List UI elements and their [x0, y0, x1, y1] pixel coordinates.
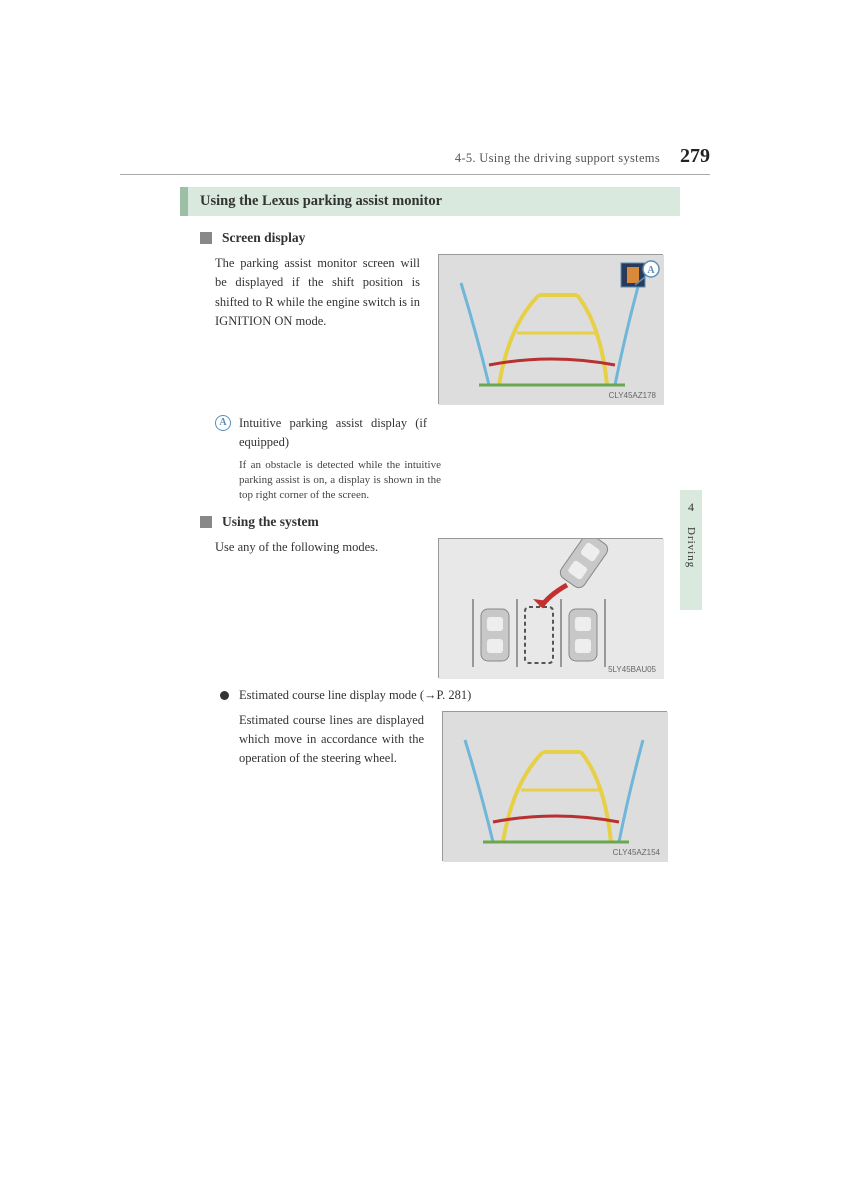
chapter-number: 4 — [680, 490, 702, 515]
page-number: 279 — [680, 145, 710, 168]
callout-marker-icon: A — [215, 415, 231, 431]
paragraph-estimated-course: Estimated course lines are displayed whi… — [239, 711, 424, 861]
page-content: 4-5. Using the driving support systems 2… — [120, 145, 710, 871]
row-screen-display: The parking assist monitor screen will b… — [215, 254, 710, 404]
subheading-text: Screen display — [222, 230, 305, 246]
figure-code: 5LY45BAU05 — [608, 665, 656, 674]
parking-lines-svg-2 — [443, 712, 668, 862]
bullet-dot-icon — [220, 691, 229, 700]
callout-note: If an obstacle is detected while the int… — [239, 458, 441, 504]
svg-text:A: A — [647, 265, 655, 276]
running-header: 4-5. Using the driving support systems 2… — [120, 145, 710, 175]
subheading-text: Using the system — [222, 514, 319, 530]
bullet-estimated-course: Estimated course line display mode (→P. … — [220, 688, 710, 703]
chapter-label: Driving — [685, 527, 697, 568]
paragraph-screen-display: The parking assist monitor screen will b… — [215, 254, 420, 404]
parking-overhead-svg — [439, 539, 664, 679]
row-using-system: Use any of the following modes. — [215, 538, 710, 678]
figure-code: CLY45AZ178 — [609, 391, 656, 400]
section-path: 4-5. Using the driving support systems — [455, 151, 660, 166]
figure-camera-view-1: A CLY45AZ178 — [438, 254, 663, 404]
subheading-screen-display: Screen display — [200, 230, 710, 246]
figure-camera-view-2: CLY45AZ154 — [442, 711, 667, 861]
callout-text: Intuitive parking assist display (if equ… — [239, 414, 427, 452]
figure-box: 5LY45BAU05 — [438, 538, 663, 678]
square-bullet-icon — [200, 516, 212, 528]
figure-parking-overhead: 5LY45BAU05 — [438, 538, 663, 678]
row-estimated-course: Estimated course lines are displayed whi… — [239, 711, 710, 861]
figure-code: CLY45AZ154 — [613, 848, 660, 857]
parking-lines-svg: A — [439, 255, 664, 405]
bullet-text: Estimated course line display mode (→P. … — [239, 688, 471, 703]
figure-box: A CLY45AZ178 — [438, 254, 663, 404]
figure-box: CLY45AZ154 — [442, 711, 667, 861]
subheading-using-system: Using the system — [200, 514, 710, 530]
section-heading: Using the Lexus parking assist monitor — [180, 187, 680, 216]
chapter-tab: 4 Driving — [680, 490, 702, 610]
square-bullet-icon — [200, 232, 212, 244]
paragraph-using-system: Use any of the following modes. — [215, 538, 420, 678]
callout-a: A Intuitive parking assist display (if e… — [215, 414, 710, 452]
